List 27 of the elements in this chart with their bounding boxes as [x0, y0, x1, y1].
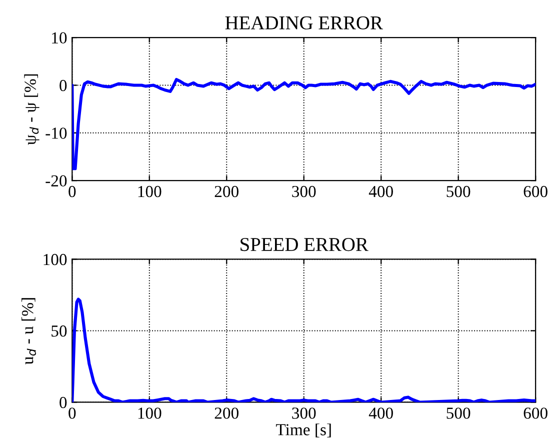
- y-tick-label: -10: [46, 128, 67, 139]
- y-tick-label: 100: [44, 254, 67, 266]
- x-tick-label: 200: [214, 408, 238, 419]
- y-axis-title: u$_{d}$ - u [%]: [22, 298, 36, 364]
- x-tick-label: 400: [368, 408, 393, 419]
- y-tick-label: 10: [52, 32, 67, 44]
- chart-title: SPEED ERROR: [240, 238, 368, 252]
- y-axis-title: ψ$_{d}$ - ψ [%]: [24, 74, 40, 145]
- chart-title: HEADING ERROR: [225, 16, 383, 30]
- x-tick-label: 300: [292, 408, 316, 419]
- x-tick-label: 200: [214, 186, 238, 198]
- y-tick-label: -20: [46, 175, 67, 187]
- x-tick-label: 600: [524, 186, 548, 198]
- x-tick-label: 0: [68, 408, 76, 419]
- y-tick-label: 0: [60, 396, 67, 408]
- y-tick-label: 0: [60, 80, 67, 92]
- x-tick-label: 100: [138, 186, 162, 198]
- x-axis-title: Time [s]: [276, 424, 331, 438]
- x-tick-label: 0: [68, 186, 76, 198]
- x-tick-label: 400: [368, 186, 393, 198]
- x-tick-label: 600: [524, 408, 548, 419]
- x-tick-label: 500: [446, 186, 470, 198]
- y-tick-label: 50: [52, 325, 67, 337]
- line-series: [72, 78, 536, 170]
- x-tick-label: 300: [292, 186, 316, 198]
- x-tick-label: 100: [138, 408, 162, 419]
- x-tick-label: 500: [446, 408, 470, 419]
